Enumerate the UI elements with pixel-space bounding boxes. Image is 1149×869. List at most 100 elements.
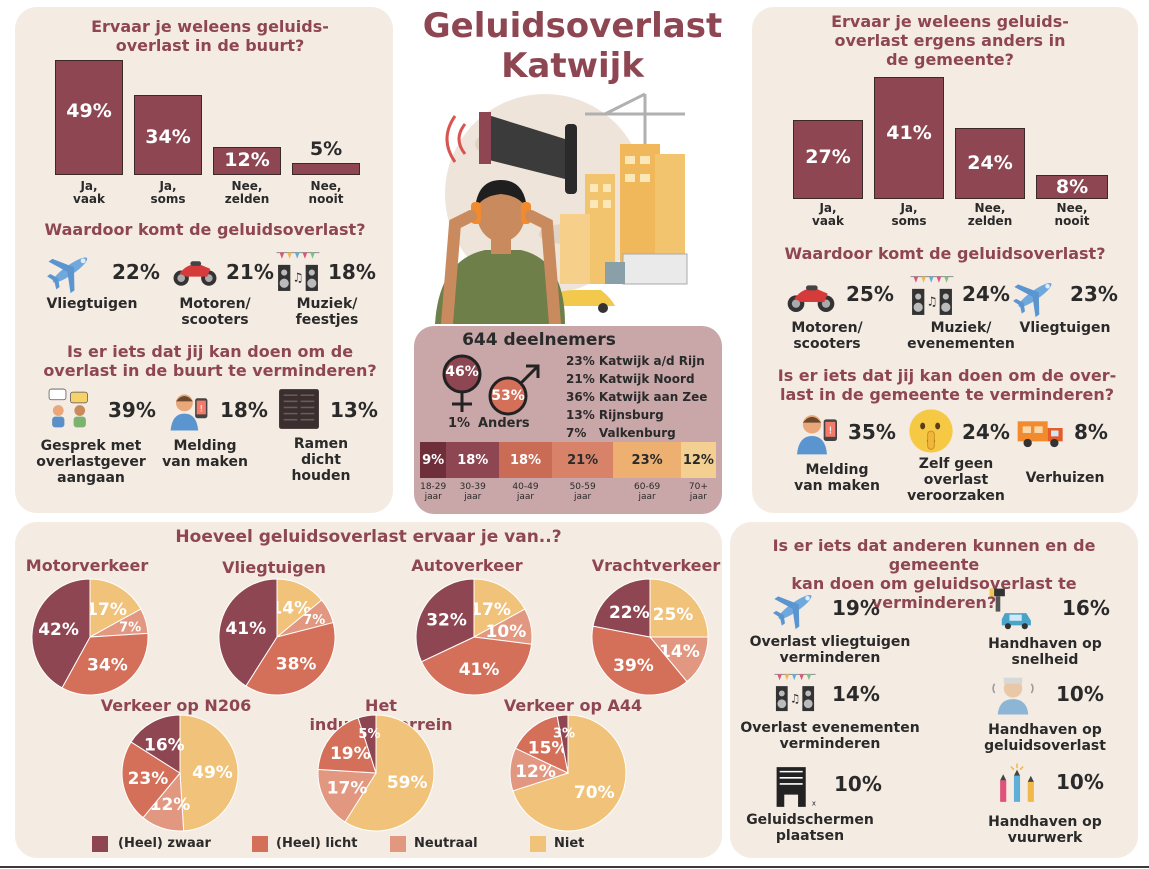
airplane-icon: [46, 246, 94, 294]
pie-slice-label: 12%: [515, 762, 556, 782]
legend-label: (Heel) licht: [276, 836, 358, 851]
male-symbol-icon: [488, 364, 540, 416]
place-item: 23% Katwijk a/d Rijn: [566, 354, 705, 368]
gemeente-bar-value: 8%: [1055, 176, 1089, 198]
pie-chart: 49%12% 23% 16%: [121, 714, 239, 832]
pie-slice: [61, 632, 149, 696]
shush-emoji-icon: [906, 406, 956, 456]
anderen-pct: 10%: [1056, 770, 1104, 794]
pie-slice: [317, 768, 377, 823]
pie-slice: [648, 636, 709, 683]
motorcycle-icon: [172, 256, 218, 288]
place-list: 23% Katwijk a/d Rijn 21% Katwijk Noord 3…: [566, 352, 707, 442]
legend-swatch-neutraal: [390, 836, 406, 852]
gemeente-bar-value: 24%: [967, 152, 1013, 174]
airplane-icon: [772, 584, 818, 630]
age-segment: 18%: [499, 442, 552, 478]
buurt-cause-label: Vliegtuigen: [46, 296, 138, 312]
buurt-bar-value: 49%: [66, 100, 112, 122]
pie-slice-label: 5%: [358, 727, 380, 742]
buurt-action-heading: Is er iets dat jij kan doen om de overla…: [43, 342, 377, 380]
gemeente-action-pct: 8%: [1074, 420, 1108, 444]
buurt-cause-label: Muziek/ feestjes: [295, 296, 359, 328]
pie-chart: 17%10% 41% 32%: [415, 578, 533, 696]
anderen-label: Handhaven op snelheid: [988, 636, 1102, 668]
gemeente-cause-pct: 25%: [846, 282, 894, 306]
anderen-pct: 16%: [1062, 596, 1110, 620]
legend-label: (Heel) zwaar: [118, 836, 211, 851]
buurt-cause-pct: 21%: [226, 260, 274, 284]
gemeente-cause-label: Motoren/ scooters: [791, 320, 863, 352]
gemeente-bar-category: Ja, vaak: [812, 201, 844, 228]
pie-chart: 25% 14%39% 22%: [591, 578, 709, 696]
pie-title: Autoverkeer: [411, 556, 523, 575]
shutters-icon: [276, 386, 322, 432]
gemeente-cause-heading: Waardoor komt de geluidsoverlast?: [784, 244, 1106, 263]
pie-slice-label: 39%: [613, 656, 654, 676]
pie-slice: [121, 741, 181, 819]
place-item: 13% Rijnsburg: [566, 408, 664, 422]
buurt-bar-value-outside: 5%: [309, 138, 343, 160]
pie-slice: [649, 578, 709, 638]
anderen-label: Overlast vliegtuigen verminderen: [749, 634, 911, 666]
buurt-heading: Ervaar je weleens geluids- overlast in d…: [91, 17, 329, 55]
pie-slice-label: 17%: [86, 600, 127, 620]
gemeente-bar-category: Nee, nooit: [1054, 201, 1090, 228]
pie-slice: [276, 578, 323, 639]
anderen-label: Handhaven op geluidsoverlast: [984, 722, 1106, 754]
gemeente-bar-category: Nee, zelden: [967, 201, 1013, 228]
report-icon: [792, 406, 842, 456]
buurt-bar-1: [134, 95, 202, 175]
legend-swatch-niet: [530, 836, 546, 852]
pie-slice: [512, 714, 627, 832]
pie-chart: 70% 12% 15%3%: [509, 714, 627, 832]
age-segment: 23%: [613, 442, 681, 478]
buurt-action-pct: 39%: [108, 398, 156, 422]
gemeente-bar-1: [874, 77, 944, 199]
age-distribution-bar: 9% 18% 18% 21% 23% 12%: [420, 442, 716, 478]
male-pct: 53%: [491, 388, 525, 404]
pie-slice-label: 23%: [128, 769, 169, 789]
pie-slice-label: 49%: [192, 763, 233, 783]
pie-slice-label: 32%: [426, 611, 467, 631]
legend-label: Neutraal: [414, 836, 478, 851]
age-label: 60-69 jaar: [634, 482, 661, 502]
speaker-icon: [772, 670, 818, 714]
pie-slice: [473, 578, 526, 638]
buurt-bar-value: 34%: [145, 126, 191, 148]
pie-slice-label: 15%: [528, 738, 569, 758]
place-item: 36% Katwijk aan Zee: [566, 390, 708, 404]
motorcycle-icon: [786, 280, 836, 314]
report-icon: [164, 386, 214, 432]
hoeveel-heading: Hoeveel geluidsoverlast ervaar je van..?: [175, 527, 562, 547]
pie-slice-label: 14%: [659, 642, 700, 662]
gemeente-action-label: Zelf geen overlast veroorzaken: [907, 456, 1005, 504]
deelnemers-title: 644 deelnemers: [462, 330, 616, 350]
speaker-icon: [274, 248, 322, 294]
age-label: 18-29 jaar: [420, 482, 447, 502]
pie-slice-label: 12%: [150, 795, 191, 815]
pie-slice-label: 22%: [609, 603, 650, 623]
gemeente-action-heading: Is er iets dat jij kan doen om de over- …: [777, 366, 1117, 404]
pie-chart: 59% 17% 19% 5%: [317, 714, 435, 832]
pie-slice: [31, 578, 91, 689]
buurt-action-pct: 13%: [330, 398, 378, 422]
pie-slice-label: 38%: [276, 654, 317, 674]
anderen-pct: 10%: [1056, 682, 1104, 706]
conversation-icon: [44, 386, 94, 432]
anderen-pct: 19%: [832, 596, 880, 620]
pie-slice: [245, 621, 336, 696]
pie-slice: [218, 578, 278, 687]
pie-slice: [317, 717, 377, 774]
gemeente-action-pct: 24%: [962, 420, 1010, 444]
speed-camera-icon: [988, 584, 1034, 630]
pie-slice: [357, 714, 377, 774]
pie-slice-label: 3%: [553, 726, 575, 741]
buurt-cause-heading: Waardoor komt de geluidsoverlast?: [44, 220, 366, 239]
gemeente-action-label: Melding van maken: [794, 462, 880, 494]
pie-chart: 14%7% 38% 41%: [218, 578, 336, 696]
age-segment: 12%: [680, 442, 716, 478]
gemeente-action-pct: 35%: [848, 420, 896, 444]
panel-anderen: [730, 522, 1138, 858]
pie-slice: [556, 714, 569, 774]
